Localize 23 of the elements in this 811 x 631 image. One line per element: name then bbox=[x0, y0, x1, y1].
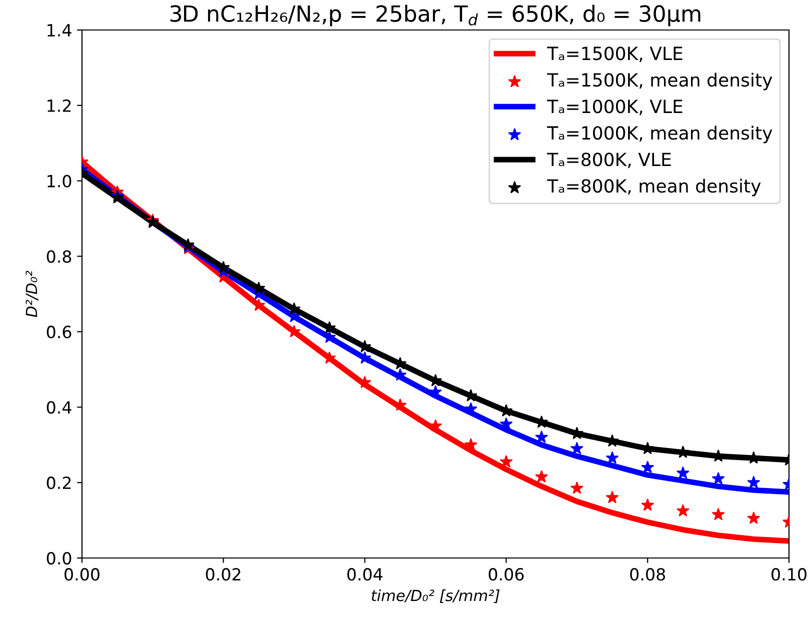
y-tick-label: 0.8 bbox=[46, 250, 72, 263]
legend-label: Tₐ=1000K, VLE bbox=[547, 100, 682, 116]
y-tick-label: 1.4 bbox=[48, 24, 72, 36]
chart-title: 3D nC₁₂H₂₆/N₂,p = 25bar, T$_{d}$ = 650K, d₀ = 30μm bbox=[170, 4, 700, 26]
x-tick-label: 0.08 bbox=[630, 568, 666, 581]
y-axis-title: D²/D₀² bbox=[26, 270, 38, 318]
x-axis-title: time/D₀² [s/mm²] bbox=[372, 589, 500, 604]
legend-label: Tₐ=1500K, mean density bbox=[547, 72, 772, 90]
legend-label: Tₐ=800K, VLE bbox=[547, 152, 671, 168]
legend-label: Tₐ=800K, mean density bbox=[547, 178, 761, 196]
x-tick-label: 0.02 bbox=[206, 568, 240, 581]
x-tick-label: 0.04 bbox=[347, 568, 382, 581]
legend-label: Tₐ=1500K, VLE bbox=[547, 46, 682, 62]
legend-label: Tₐ=1000K, mean density bbox=[547, 126, 772, 144]
y-tick-label: 0.0 bbox=[46, 552, 72, 565]
x-tick-label: 0.10 bbox=[772, 568, 806, 581]
y-tick-label: 0.2 bbox=[46, 476, 71, 490]
y-tick-label: 1.0 bbox=[48, 174, 72, 188]
y-tick-label: 1.2 bbox=[48, 99, 71, 112]
y-tick-label: 0.6 bbox=[46, 326, 72, 338]
x-tick-label: 0.06 bbox=[488, 568, 524, 581]
x-tick-label: 0.00 bbox=[64, 568, 100, 581]
y-tick-label: 0.4 bbox=[46, 401, 72, 414]
